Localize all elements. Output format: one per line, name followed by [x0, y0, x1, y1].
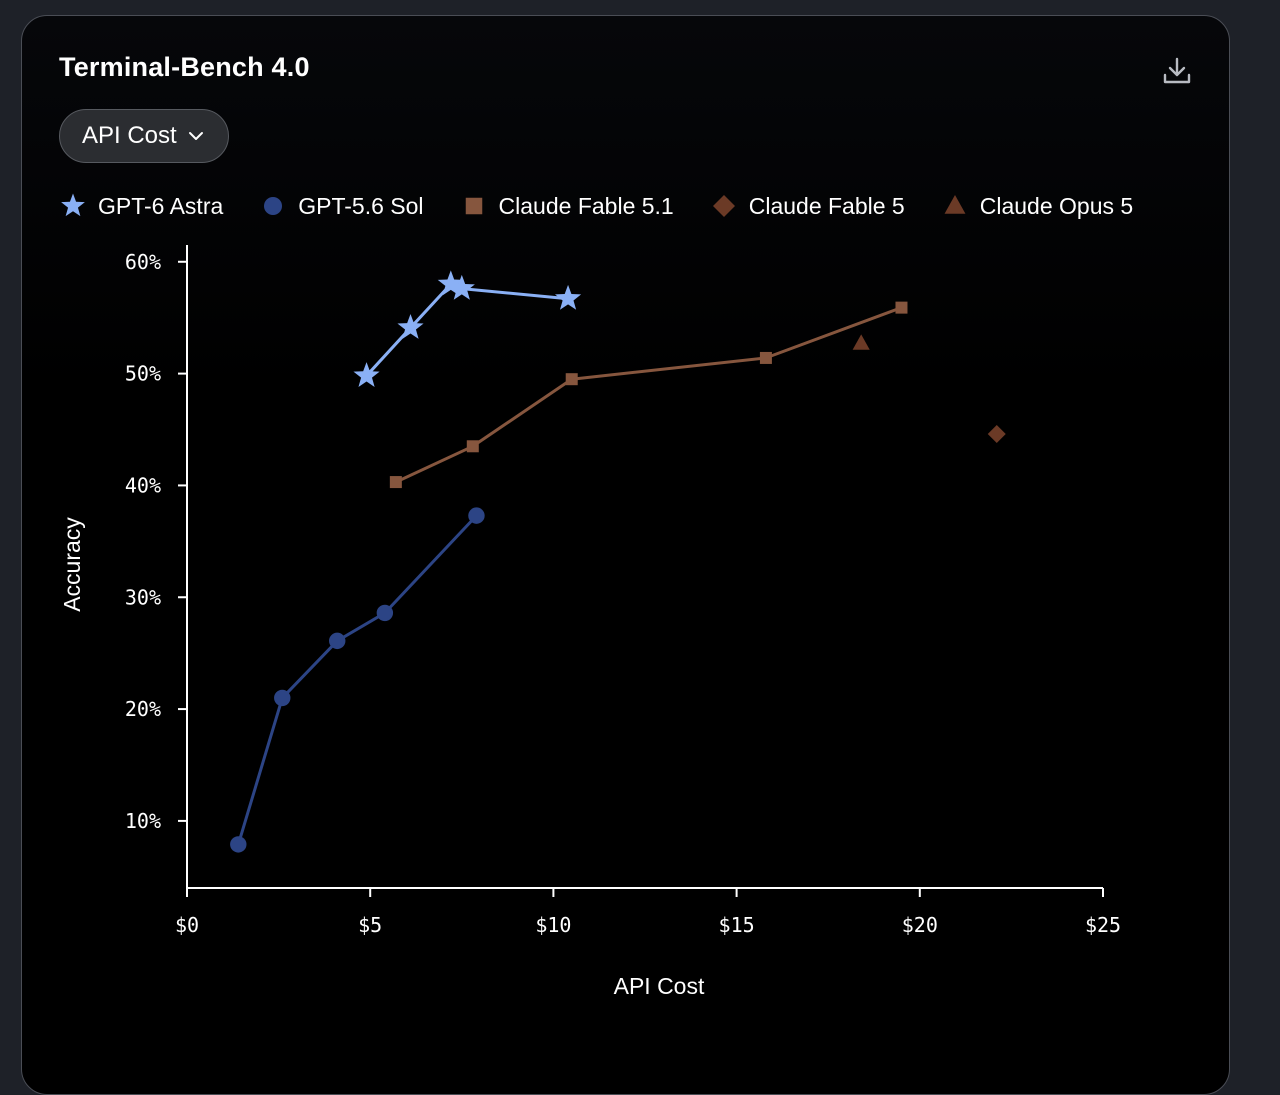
y-tick-label: 20% [125, 697, 161, 721]
data-point-circle [230, 836, 247, 853]
data-point-circle [376, 604, 394, 622]
y-tick-label: 60% [125, 250, 161, 274]
legend-marker [264, 196, 283, 216]
legend-marker [61, 193, 85, 217]
legend-item[interactable]: Claude Fable 5.1 [461, 193, 674, 220]
legend-item[interactable]: Claude Fable 5 [711, 193, 905, 220]
y-tick-label: 50% [125, 362, 161, 386]
data-point-circle [274, 689, 291, 707]
data-point-star [437, 270, 464, 296]
legend-label: GPT-5.6 Sol [298, 192, 424, 219]
y-axis-label: Accuracy [59, 517, 85, 612]
square-icon [465, 197, 482, 215]
download-icon[interactable] [1160, 54, 1194, 88]
data-point-triangle [852, 334, 870, 350]
data-point-circle [329, 632, 346, 650]
chart-plot: $0 $5 $10 $15 $20 $25 10% 20% 30% 40% 50% 60% API Co… [59, 245, 1121, 999]
x-tick-label: $15 [719, 913, 755, 937]
x-tick-label: $10 [535, 913, 571, 937]
x-tick-label: $5 [358, 913, 382, 937]
triangle-icon [944, 195, 966, 214]
data-point-star [353, 362, 380, 387]
metric-dropdown[interactable]: API Cost [59, 109, 229, 163]
legend-label: Claude Opus 5 [979, 192, 1134, 219]
data-point-square [565, 373, 578, 386]
data-point-star [448, 274, 475, 300]
star-icon [61, 193, 85, 217]
data-point-star [554, 284, 582, 310]
circle-icon [264, 196, 283, 216]
y-tick-label: 10% [125, 809, 161, 833]
x-tick-label: $20 [902, 913, 938, 937]
chart-title: Terminal-Bench 4.0 [59, 52, 310, 82]
data-point-circle [468, 507, 485, 524]
x-tick-label: $25 [1085, 913, 1121, 937]
y-tick-label: 40% [125, 473, 161, 497]
x-tick-label: $0 [175, 913, 199, 937]
legend-item[interactable]: GPT-5.6 Sol [260, 192, 424, 220]
metric-dropdown-label: API Cost [82, 122, 177, 149]
legend-label: Claude Fable 5 [748, 192, 905, 219]
legend-marker [465, 197, 482, 215]
data-point-square [895, 301, 908, 314]
y-tick-label: 30% [125, 585, 161, 609]
data-point-diamond [987, 424, 1006, 443]
data-point-square [389, 476, 402, 489]
data-point-square [466, 440, 479, 453]
legend-marker [712, 195, 735, 217]
legend-item[interactable]: Claude Opus 5 [942, 193, 1133, 220]
chevron-down-icon [188, 132, 203, 140]
series-line [395, 306, 903, 484]
series-line [236, 514, 478, 845]
legend-marker [944, 195, 966, 214]
x-axis-label: API Cost [614, 973, 705, 999]
diamond-icon [712, 195, 735, 217]
chart-legend: GPT-6 Astra GPT-5.6 Sol Claude Fable 5.1 Cl… [60, 188, 1170, 224]
chart-card: Terminal-Bench 4.0 API Cost GPT-6 Astra G… [21, 15, 1230, 1095]
legend-item[interactable]: GPT-6 Astra [60, 193, 223, 220]
legend-label: GPT-6 Astra [98, 192, 224, 219]
data-point-square [759, 351, 772, 364]
data-point-star [397, 314, 424, 339]
legend-label: Claude Fable 5.1 [498, 192, 674, 219]
